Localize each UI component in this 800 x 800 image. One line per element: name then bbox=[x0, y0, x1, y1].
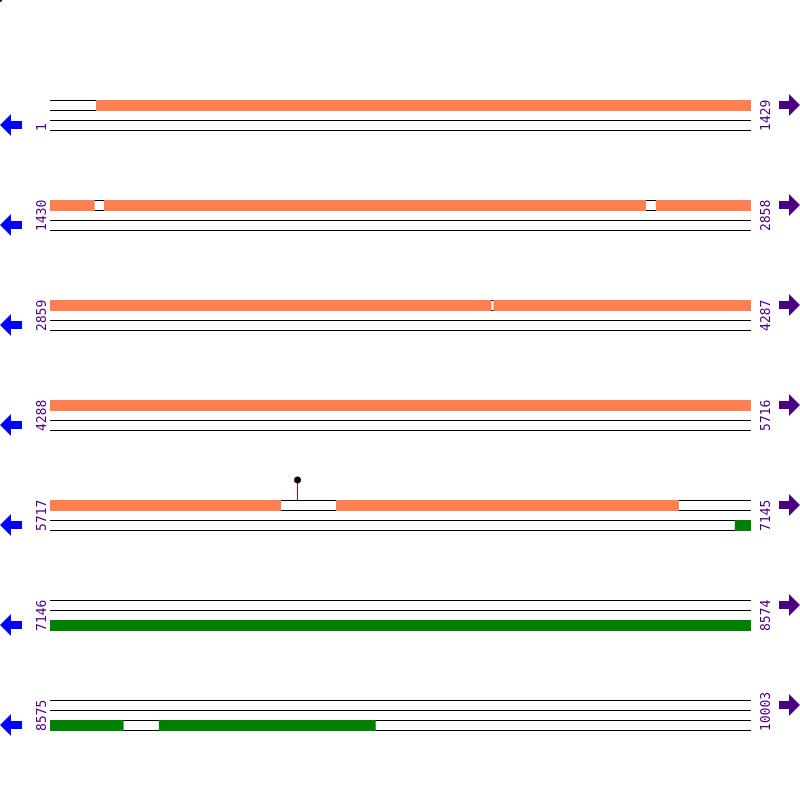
start-position-label: 1 bbox=[35, 123, 50, 131]
start-position-label: 8575 bbox=[35, 700, 50, 731]
map-row: 1 1429 bbox=[0, 94, 800, 136]
end-position-label: 5716 bbox=[759, 400, 774, 431]
arrow-left-icon[interactable] bbox=[0, 214, 22, 236]
pin-marker bbox=[294, 476, 301, 484]
arrow-right-icon[interactable] bbox=[779, 694, 800, 716]
cds-feature bbox=[50, 200, 95, 211]
cds-feature bbox=[655, 200, 752, 211]
start-position-label: 5717 bbox=[35, 500, 50, 531]
gene-feature bbox=[734, 520, 752, 531]
arrow-left-icon[interactable] bbox=[0, 114, 22, 136]
map-row: 1430 2858 bbox=[0, 194, 800, 236]
arrow-right-icon[interactable] bbox=[779, 494, 800, 516]
start-position-label: 7146 bbox=[35, 600, 50, 631]
arrow-right-icon[interactable] bbox=[779, 294, 800, 316]
arrow-left-icon[interactable] bbox=[0, 414, 22, 436]
cds-feature bbox=[96, 100, 752, 111]
map-row: 7146 8574 bbox=[0, 594, 800, 636]
end-position-label: 4287 bbox=[759, 300, 774, 331]
cds-feature bbox=[493, 300, 752, 311]
cds-feature bbox=[50, 400, 752, 411]
arrow-right-icon[interactable] bbox=[779, 194, 800, 216]
end-position-label: 7145 bbox=[759, 500, 774, 531]
cds-feature bbox=[335, 500, 679, 511]
start-position-label: 4288 bbox=[35, 400, 50, 431]
end-position-label: 8574 bbox=[759, 600, 774, 631]
gene-feature bbox=[50, 720, 124, 731]
map-row: 8575 10003 bbox=[0, 692, 800, 736]
arrow-right-icon[interactable] bbox=[779, 394, 800, 416]
cds-feature bbox=[50, 500, 282, 511]
start-position-label: 1430 bbox=[35, 200, 50, 231]
arrow-left-icon[interactable] bbox=[0, 514, 22, 536]
arrow-right-icon[interactable] bbox=[779, 594, 800, 616]
cds-feature bbox=[50, 300, 492, 311]
arrow-left-icon[interactable] bbox=[0, 714, 22, 736]
arrow-right-icon[interactable] bbox=[779, 94, 800, 116]
cds-feature bbox=[103, 200, 647, 211]
corner-dot bbox=[0, 0, 2, 2]
end-position-label: 10003 bbox=[759, 692, 774, 731]
map-row: 4288 5716 bbox=[0, 394, 800, 436]
gene-feature bbox=[158, 720, 376, 731]
end-position-label: 2858 bbox=[759, 200, 774, 231]
arrow-left-icon[interactable] bbox=[0, 614, 22, 636]
end-position-label: 1429 bbox=[759, 100, 774, 131]
map-row: 5717 7145 bbox=[0, 476, 800, 536]
start-position-label: 2859 bbox=[35, 300, 50, 331]
gene-feature bbox=[50, 620, 752, 631]
map-row: 2859 4287 bbox=[0, 294, 800, 336]
arrow-left-icon[interactable] bbox=[0, 314, 22, 336]
